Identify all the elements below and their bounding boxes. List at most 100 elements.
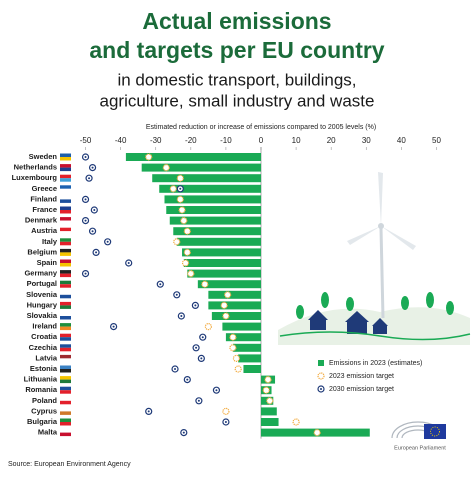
target-dot xyxy=(180,315,183,317)
flag xyxy=(60,333,71,338)
target-dot xyxy=(112,325,115,328)
legend-swatch xyxy=(320,388,322,390)
target-2030 xyxy=(173,291,181,299)
bar xyxy=(187,269,261,278)
target-2023 xyxy=(183,248,191,256)
y-tick-label: France xyxy=(32,205,57,214)
flag xyxy=(60,376,71,380)
flag xyxy=(60,259,71,263)
flag xyxy=(60,407,71,412)
flag xyxy=(60,337,71,341)
bar xyxy=(211,312,261,320)
flag xyxy=(60,422,71,426)
target-2023 xyxy=(222,312,230,320)
target-dot xyxy=(84,219,87,222)
target-dot xyxy=(182,431,185,434)
legend-label: Emissions in 2023 (estimates) xyxy=(329,360,422,367)
target-2023 xyxy=(266,397,274,405)
target-2030 xyxy=(125,259,133,267)
bar xyxy=(197,280,261,289)
target-dot xyxy=(194,304,197,307)
bar xyxy=(261,407,277,416)
target-2023 xyxy=(264,376,272,384)
flag xyxy=(60,157,71,161)
target-dot xyxy=(200,357,203,360)
target-2023 xyxy=(183,227,191,235)
flag xyxy=(60,344,71,348)
bar xyxy=(182,248,261,257)
target-2023 xyxy=(232,354,241,362)
target-dot xyxy=(179,187,182,190)
y-tick-label: Netherlands xyxy=(14,163,57,172)
target-2023 xyxy=(178,206,186,214)
y-tick-label: Austria xyxy=(31,226,58,235)
target-2030 xyxy=(197,354,205,362)
target-2023 xyxy=(204,323,212,331)
flag xyxy=(60,400,71,405)
y-tick-label: Hungary xyxy=(27,300,58,309)
flag xyxy=(60,241,71,246)
flag xyxy=(60,326,71,331)
bar xyxy=(208,290,261,299)
flag xyxy=(60,418,71,422)
target-2023 xyxy=(313,429,321,437)
target-2030 xyxy=(81,217,90,225)
target-2030 xyxy=(88,227,97,235)
target-dot xyxy=(127,262,130,264)
flag xyxy=(60,248,71,253)
target-dot xyxy=(197,399,200,402)
legend-swatch xyxy=(317,372,325,380)
target-2023 xyxy=(162,164,170,172)
target-dot xyxy=(84,198,87,201)
flag xyxy=(60,386,71,391)
target-2023 xyxy=(176,174,184,182)
bar xyxy=(169,216,261,225)
flag xyxy=(60,153,71,157)
legend-label: 2023 emission target xyxy=(329,373,394,380)
flag xyxy=(60,270,71,274)
flag xyxy=(60,220,71,225)
y-tick-label: Malta xyxy=(38,428,58,437)
y-tick-label: Sweden xyxy=(29,152,58,161)
y-tick-label: Latvia xyxy=(35,353,58,362)
target-2023 xyxy=(176,195,184,203)
y-tick-label: Italy xyxy=(42,237,58,246)
target-2023 xyxy=(220,301,228,309)
bar xyxy=(152,174,261,183)
bar xyxy=(166,206,261,214)
y-tick-label: Spain xyxy=(37,258,58,267)
y-tick-label: Bulgaria xyxy=(27,417,58,426)
x-tick-label: 50 xyxy=(432,136,441,145)
x-tick-label: 10 xyxy=(292,136,301,145)
flag xyxy=(60,167,71,172)
target-2030 xyxy=(195,397,203,405)
target-dot xyxy=(201,336,204,339)
target-2030 xyxy=(222,418,230,426)
flag xyxy=(60,432,71,437)
x-tick-label: -50 xyxy=(80,136,92,145)
bar xyxy=(164,195,261,204)
x-tick-label: -30 xyxy=(150,136,162,145)
target-2023 xyxy=(181,259,190,267)
target-2023 xyxy=(222,407,230,415)
chart-title: Actual emissions xyxy=(142,8,331,34)
target-2030 xyxy=(176,185,184,193)
x-axis-label: Estimated reduction or increase of emiss… xyxy=(146,124,376,131)
target-2023 xyxy=(234,365,242,373)
flag xyxy=(60,280,71,285)
y-tick-label: Ireland xyxy=(32,322,57,331)
target-2030 xyxy=(92,248,100,256)
source: Source: European Environment Agency xyxy=(8,461,131,468)
target-2030 xyxy=(104,238,112,246)
target-dot xyxy=(91,166,94,169)
flag xyxy=(60,195,71,200)
target-2030 xyxy=(212,386,221,394)
y-tick-label: Lithuania xyxy=(24,375,58,384)
bar xyxy=(125,153,262,161)
legend-label: 2030 emission target xyxy=(329,386,394,393)
y-tick-label: Croatia xyxy=(31,332,58,341)
target-2023 xyxy=(145,153,153,161)
flag xyxy=(60,188,71,193)
target-2023 xyxy=(262,386,270,394)
target-2030 xyxy=(199,333,207,341)
